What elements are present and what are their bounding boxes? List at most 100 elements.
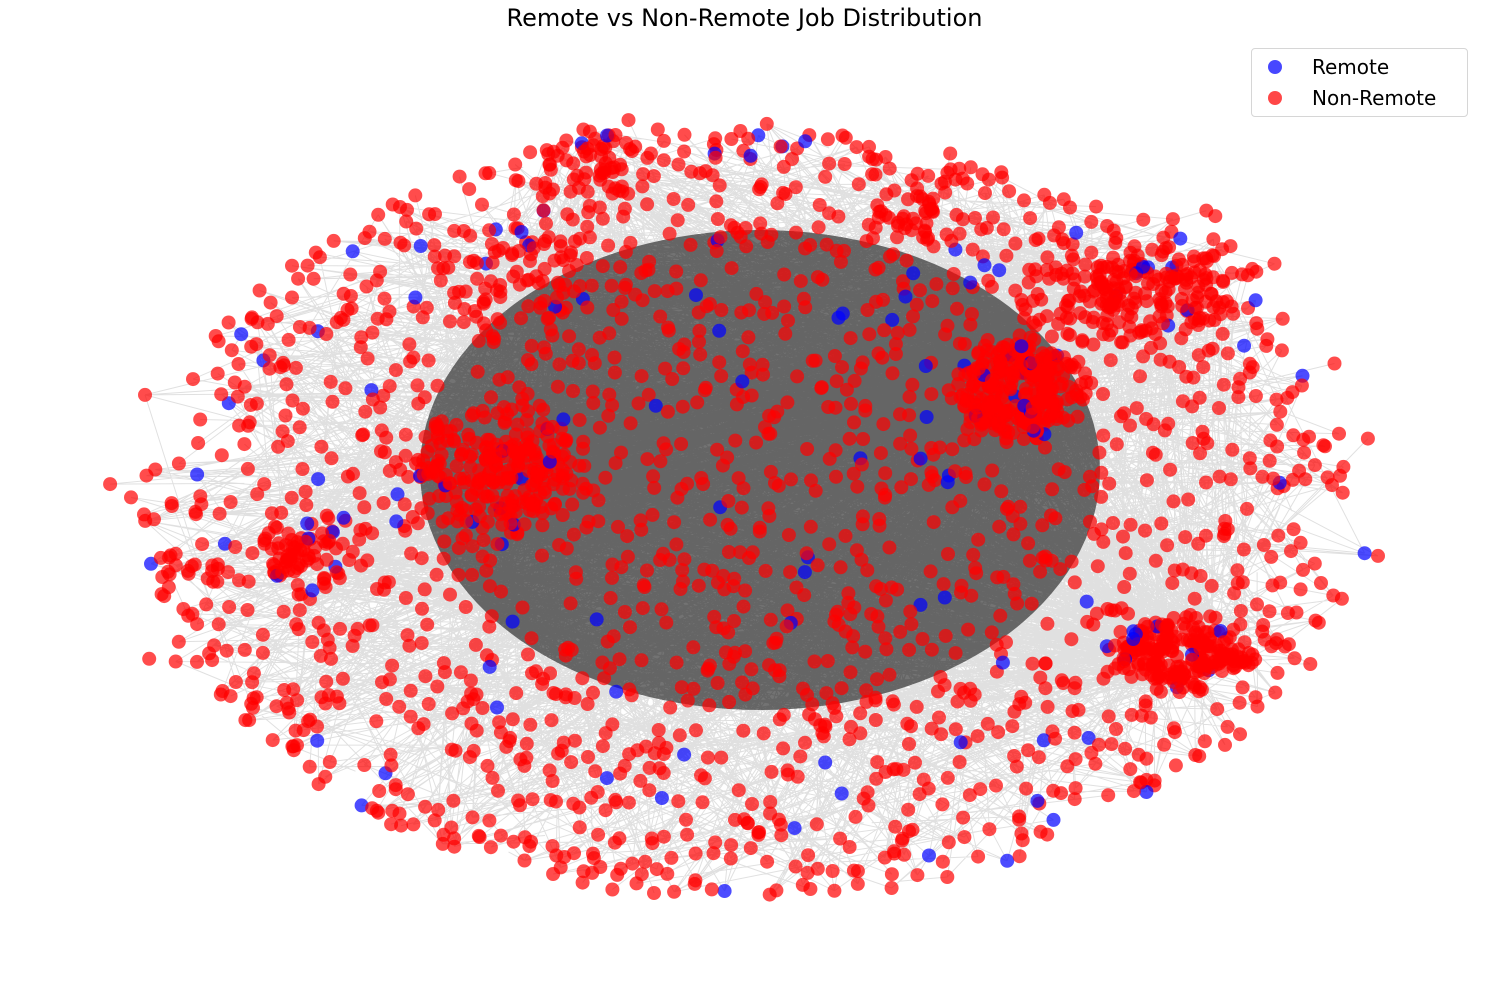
- non-remote-node: [1067, 792, 1082, 807]
- remote-node: [977, 258, 992, 273]
- non-remote-node: [620, 549, 635, 564]
- non-remote-node: [139, 468, 154, 483]
- non-remote-node: [897, 847, 912, 862]
- non-remote-node: [206, 574, 221, 589]
- non-remote-node: [971, 849, 986, 864]
- non-remote-node: [436, 551, 451, 566]
- non-remote-node: [1303, 657, 1318, 671]
- non-remote-node: [523, 254, 537, 268]
- non-remote-node: [646, 169, 661, 184]
- non-remote-node: [1123, 328, 1138, 343]
- non-remote-node: [1166, 494, 1181, 509]
- non-remote-node: [228, 540, 243, 554]
- non-remote-node: [1128, 285, 1143, 300]
- non-remote-node: [381, 575, 396, 590]
- non-remote-node: [591, 493, 606, 508]
- non-remote-node: [1274, 343, 1289, 358]
- non-remote-node: [505, 712, 520, 727]
- non-remote-node: [384, 817, 399, 832]
- remote-node: [798, 134, 813, 149]
- non-remote-node: [336, 286, 351, 301]
- non-remote-node: [909, 297, 924, 312]
- non-remote-node: [171, 634, 186, 649]
- non-remote-node: [1250, 597, 1264, 612]
- remote-node: [787, 821, 802, 836]
- non-remote-node: [1151, 272, 1166, 287]
- non-remote-node: [868, 262, 883, 277]
- non-remote-node: [925, 294, 940, 309]
- non-remote-node: [521, 299, 536, 314]
- non-remote-node: [586, 396, 601, 411]
- non-remote-node: [1100, 308, 1115, 323]
- non-remote-node: [1223, 472, 1238, 487]
- non-remote-node: [896, 209, 911, 224]
- non-remote-node: [480, 758, 495, 773]
- non-remote-node: [940, 770, 955, 785]
- non-remote-node: [700, 750, 715, 765]
- non-remote-node: [793, 749, 808, 764]
- non-remote-node: [677, 127, 692, 142]
- non-remote-node: [612, 183, 627, 198]
- remote-node: [1248, 293, 1263, 308]
- remote-node: [1213, 624, 1228, 638]
- non-remote-node: [882, 161, 897, 176]
- non-remote-node: [763, 426, 778, 441]
- non-remote-node: [868, 167, 883, 182]
- non-remote-node: [605, 717, 620, 732]
- non-remote-node: [484, 237, 499, 251]
- non-remote-node: [788, 180, 803, 195]
- remote-node: [913, 451, 928, 466]
- non-remote-node: [885, 366, 900, 381]
- non-remote-node: [758, 563, 773, 578]
- non-remote-node: [355, 428, 370, 443]
- non-remote-node: [157, 589, 172, 604]
- remote-node: [937, 590, 952, 605]
- non-remote-node: [968, 560, 983, 575]
- non-remote-node: [404, 546, 419, 561]
- non-remote-node: [462, 182, 477, 197]
- non-remote-node: [231, 357, 246, 371]
- non-remote-node: [571, 342, 586, 357]
- legend-marker-non-remote: [1268, 91, 1282, 105]
- non-remote-node: [323, 374, 338, 389]
- non-remote-node: [956, 810, 971, 825]
- non-remote-node: [581, 750, 595, 764]
- non-remote-node: [1015, 833, 1030, 848]
- non-remote-node: [760, 854, 775, 869]
- non-remote-node: [1014, 689, 1029, 704]
- non-remote-node: [798, 300, 813, 315]
- remote-node: [743, 148, 758, 163]
- non-remote-node: [509, 686, 524, 701]
- remote-node: [1000, 853, 1015, 868]
- non-remote-node: [523, 717, 538, 732]
- non-remote-node: [859, 694, 874, 709]
- non-remote-node: [221, 565, 235, 580]
- non-remote-node: [1216, 274, 1231, 289]
- non-remote-node: [680, 693, 695, 708]
- non-remote-node: [449, 459, 464, 473]
- non-remote-node: [311, 615, 326, 630]
- non-remote-node: [464, 686, 479, 701]
- non-remote-node: [778, 187, 793, 201]
- non-remote-node: [1302, 429, 1316, 444]
- non-remote-node: [811, 220, 826, 235]
- non-remote-node: [999, 431, 1014, 446]
- non-remote-node: [406, 350, 421, 365]
- non-remote-node: [968, 211, 982, 225]
- non-remote-node: [952, 755, 967, 769]
- remote-node: [1237, 338, 1252, 353]
- non-remote-node: [584, 278, 599, 293]
- non-remote-node: [882, 540, 897, 555]
- non-remote-node: [1163, 462, 1178, 477]
- non-remote-node: [1025, 355, 1040, 370]
- non-remote-node: [228, 675, 243, 689]
- non-remote-node: [420, 617, 435, 632]
- non-remote-node: [1262, 453, 1277, 468]
- non-remote-node: [281, 701, 296, 716]
- non-remote-node: [1269, 417, 1284, 432]
- non-remote-node: [511, 244, 526, 258]
- non-remote-node: [588, 764, 603, 779]
- non-remote-node: [1165, 212, 1180, 227]
- non-remote-node: [1294, 378, 1309, 393]
- non-remote-node: [1270, 439, 1285, 454]
